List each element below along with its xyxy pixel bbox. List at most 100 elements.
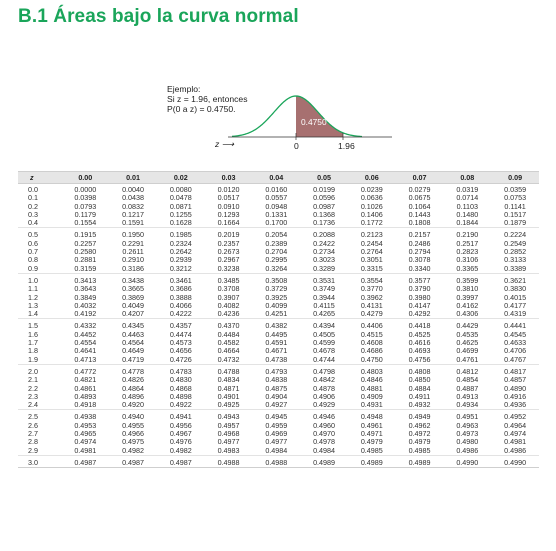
area-cell: 0.4940: [109, 409, 157, 422]
area-cell: 0.4292: [408, 309, 431, 319]
area-cell: 0.4990: [443, 454, 492, 469]
area-cell: 0.4099: [265, 300, 288, 310]
area-cell: 0.4545: [504, 329, 527, 339]
area-cell: 0.4938: [61, 409, 110, 422]
area-cell: 0.3389: [504, 263, 527, 273]
area-cell: 0.4591: [265, 338, 288, 348]
area-cell: 0.4370: [204, 318, 253, 331]
area-cell: 0.2673: [217, 247, 240, 257]
area-cell: 0.4952: [491, 409, 539, 422]
area-cell: 0.4936: [504, 400, 527, 410]
area-cell: 0.4382: [252, 318, 301, 331]
area-cell: 0.2389: [265, 238, 288, 248]
area-cell: 0.4977: [265, 437, 288, 447]
area-cell: 0.4441: [491, 318, 539, 331]
area-cell: 0.4969: [265, 429, 288, 439]
area-cell: 0.4864: [122, 383, 145, 393]
area-cell: 0.2734: [313, 247, 336, 257]
area-cell: 0.1808: [408, 218, 431, 228]
area-cell: 0.2939: [169, 255, 192, 265]
area-cell: 0.1331: [265, 209, 288, 219]
area-cell: 0.3238: [217, 263, 240, 273]
z-value-cell: 0.6: [28, 238, 38, 248]
area-cell: 0.3869: [122, 292, 145, 302]
area-cell: 0.2642: [169, 247, 192, 257]
area-cell: 0.4177: [504, 300, 527, 310]
area-cell: 0.3810: [456, 284, 479, 294]
table-row: 1.2 0.3849 0.3869 0.3888 0.3907 0.3925 0.3944 0…: [18, 292, 539, 302]
area-cell: 0.2257: [74, 238, 97, 248]
area-cell: 0.0398: [74, 193, 97, 203]
z-value-cell: 1.0: [18, 272, 62, 286]
area-cell: 0.2823: [456, 247, 479, 257]
z-value-cell: 2.6: [28, 420, 38, 430]
z-value-cell: 2.1: [28, 375, 38, 385]
area-cell: 0.3106: [456, 255, 479, 265]
area-cell: 0.4418: [395, 318, 444, 331]
area-cell: 0.0596: [313, 193, 336, 203]
area-cell: 0.4826: [122, 375, 145, 385]
area-cell: 0.4564: [122, 338, 145, 348]
area-cell: 0.4959: [265, 420, 288, 430]
area-cell: 0.3980: [408, 292, 431, 302]
table-row: 2.6 0.4953 0.4955 0.4956 0.4957 0.4959 0.4960 0…: [18, 420, 539, 430]
area-cell: 0.2764: [360, 247, 383, 257]
area-cell: 0.2422: [313, 238, 336, 248]
table-row: 0.3 0.1179 0.1217 0.1255 0.1293 0.1331 0.1368 0…: [18, 209, 539, 219]
area-cell: 0.0793: [74, 201, 97, 211]
area-cell: 0.4838: [265, 375, 288, 385]
area-cell: 0.4904: [265, 391, 288, 401]
area-cell: 0.2054: [252, 227, 301, 240]
area-cell: 0.4973: [456, 429, 479, 439]
area-cell: 0.4693: [408, 346, 431, 356]
area-cell: 0.4953: [74, 420, 97, 430]
area-cell: 0.0832: [122, 201, 145, 211]
area-cell: 0.4761: [456, 354, 479, 364]
area-cell: 0.3944: [313, 292, 336, 302]
area-cell: 0.4032: [74, 300, 97, 310]
area-cell: 0.4985: [360, 445, 383, 455]
area-cell: 0.2088: [300, 227, 348, 240]
area-cell: 0.4989: [395, 454, 444, 469]
area-cell: 0.3962: [360, 292, 383, 302]
header-z: z: [18, 171, 62, 184]
z-value-cell: 2.8: [28, 437, 38, 447]
area-cell: 0.4896: [122, 391, 145, 401]
area-cell: 0.3790: [408, 284, 431, 294]
area-cell: 0.4951: [443, 409, 492, 422]
area-cell: 0.3830: [504, 284, 527, 294]
area-cell: 0.4788: [204, 363, 253, 377]
area-cell: 0.4965: [74, 429, 97, 439]
area-cell: 0.0753: [504, 193, 527, 203]
area-cell: 0.4986: [456, 445, 479, 455]
area-cell: 0.2157: [395, 227, 444, 240]
area-cell: 0.4945: [252, 409, 301, 422]
area-cell: 0.4960: [313, 420, 336, 430]
area-cell: 0.1700: [265, 218, 288, 228]
area-cell: 0.1915: [61, 227, 110, 240]
area-cell: 0.4971: [360, 429, 383, 439]
area-cell: 0.4406: [347, 318, 396, 331]
area-cell: 0.4922: [169, 400, 192, 410]
area-cell: 0.1255: [169, 209, 192, 219]
area-cell: 0.3340: [408, 263, 431, 273]
area-cell: 0.4131: [360, 300, 383, 310]
area-cell: 0.4981: [74, 445, 97, 455]
area-cell: 0.2794: [408, 247, 431, 257]
table-row: 0.4 0.1554 0.1591 0.1628 0.1664 0.1700 0.1736 0…: [18, 219, 539, 228]
area-cell: 0.0279: [408, 185, 431, 194]
example-text: Ejemplo: Si z = 1.96, entonces P(0 a z) …: [167, 84, 248, 114]
area-cell: 0.3485: [204, 272, 253, 286]
area-cell: 0.4909: [360, 391, 383, 401]
area-cell: 0.1879: [504, 218, 527, 228]
area-cell: 0.0040: [122, 185, 145, 194]
z-value-cell: 1.1: [28, 284, 38, 294]
area-cell: 0.4974: [74, 437, 97, 447]
area-cell: 0.2224: [491, 227, 539, 240]
area-cell: 0.4633: [504, 338, 527, 348]
area-cell: 0.3599: [443, 272, 492, 286]
area-cell: 0.2852: [504, 247, 527, 257]
area-cell: 0.4985: [408, 445, 431, 455]
area-cell: 0.4967: [169, 429, 192, 439]
area-cell: 0.4452: [74, 329, 97, 339]
